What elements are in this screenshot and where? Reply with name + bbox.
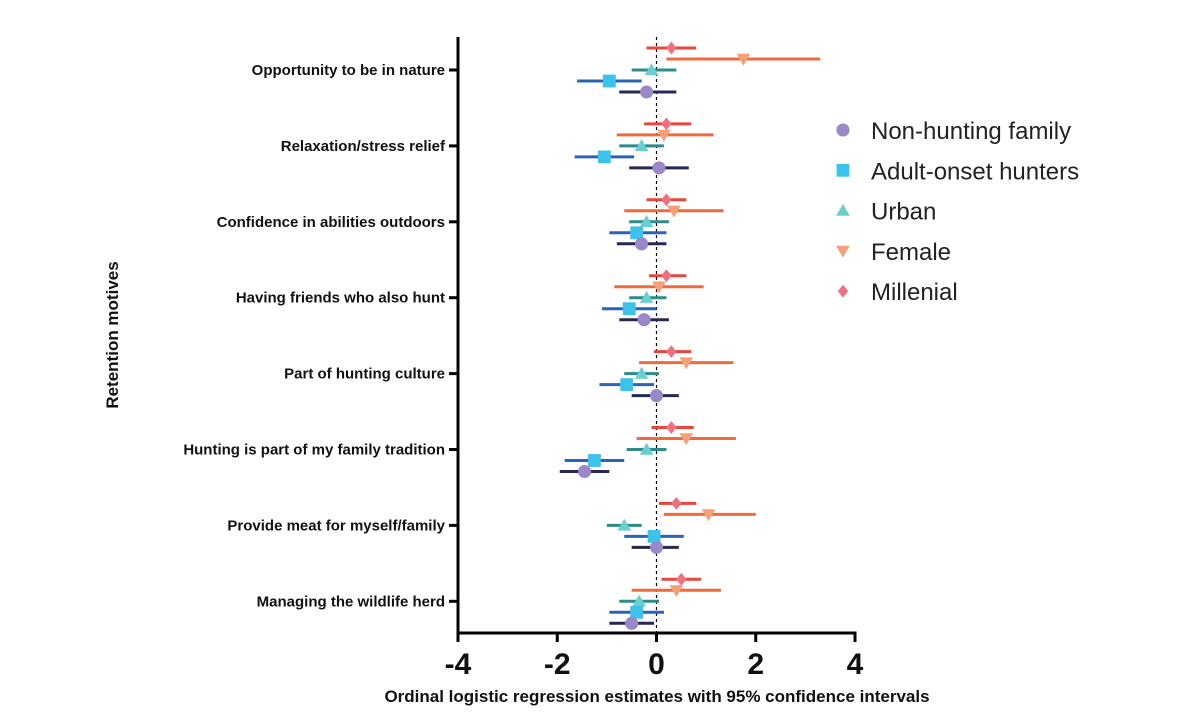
square-marker xyxy=(647,530,661,543)
y-axis-title: Retention motives xyxy=(103,261,122,408)
triangle-up-marker xyxy=(836,203,850,216)
circle-marker xyxy=(625,616,639,630)
diamond-marker xyxy=(661,269,672,283)
square-marker xyxy=(630,226,644,240)
x-axis: -4 -2 0 2 4 xyxy=(445,631,864,681)
diamond-marker xyxy=(661,193,672,207)
triangle-down-marker xyxy=(667,205,681,218)
triangle-up-marker xyxy=(632,594,646,607)
series-non-hunting-family xyxy=(559,85,689,630)
triangle-up-marker xyxy=(617,518,632,531)
category-label: Confidence in abilities outdoors xyxy=(217,214,445,231)
square-marker xyxy=(602,74,616,88)
series-female xyxy=(614,53,821,598)
category-labels: Opportunity to be in nature Relaxation/st… xyxy=(183,62,446,610)
x-axis-title: Ordinal logistic regression estimates wi… xyxy=(384,687,929,706)
triangle-down-marker xyxy=(836,245,850,258)
legend-item: Female xyxy=(836,239,951,266)
triangle-down-marker xyxy=(652,281,666,294)
diamond-marker xyxy=(661,117,672,131)
category-label: Having friends who also hunt xyxy=(236,290,445,307)
legend-item: Non-hunting family xyxy=(836,118,1071,145)
circle-marker xyxy=(836,123,850,137)
triangle-up-marker xyxy=(639,290,654,303)
square-marker xyxy=(620,378,634,391)
legend-item: Urban xyxy=(836,199,936,226)
category-label: Opportunity to be in nature xyxy=(252,62,445,79)
circle-marker xyxy=(637,313,651,327)
square-marker xyxy=(588,454,601,467)
legend-item: Millenial xyxy=(837,279,958,306)
diamond-marker xyxy=(666,41,677,55)
triangle-up-marker xyxy=(644,63,659,76)
y-axis xyxy=(449,37,460,633)
x-tick-label: 4 xyxy=(847,648,864,681)
plot-series xyxy=(559,41,821,630)
legend-label: Urban xyxy=(871,199,936,226)
circle-marker xyxy=(649,540,664,554)
diamond-marker xyxy=(666,421,677,434)
legend-label: Adult-onset hunters xyxy=(871,158,1079,185)
square-marker xyxy=(836,163,850,177)
diamond-marker xyxy=(676,572,687,586)
circle-marker xyxy=(649,389,664,403)
series-adult-onset-hunters xyxy=(564,74,684,619)
legend: Non-hunting family Adult-onset hunters Urb… xyxy=(836,118,1079,306)
legend-label: Female xyxy=(871,239,951,266)
category-label: Relaxation/stress relief xyxy=(281,138,446,155)
series-urban xyxy=(606,63,677,607)
x-tick-label: -4 xyxy=(445,648,472,681)
category-label: Managing the wildlife herd xyxy=(257,593,445,610)
diamond-marker xyxy=(666,345,677,358)
circle-marker xyxy=(652,161,666,175)
triangle-down-marker xyxy=(669,585,684,598)
diamond-marker xyxy=(837,284,849,298)
square-marker xyxy=(622,302,636,316)
triangle-up-marker xyxy=(634,366,649,379)
legend-label: Non-hunting family xyxy=(871,118,1071,145)
diamond-marker xyxy=(671,497,682,510)
square-marker xyxy=(630,605,644,619)
x-tick-label: 0 xyxy=(648,648,665,681)
category-label: Part of hunting culture xyxy=(284,366,445,383)
triangle-down-marker xyxy=(679,357,694,370)
series-millenial xyxy=(644,41,702,586)
triangle-down-marker xyxy=(701,509,716,522)
circle-marker xyxy=(635,237,649,251)
legend-item: Adult-onset hunters xyxy=(836,158,1079,185)
category-label: Hunting is part of my family tradition xyxy=(183,442,445,459)
category-label: Provide meat for myself/family xyxy=(227,517,445,534)
circle-marker xyxy=(640,85,654,99)
triangle-up-marker xyxy=(639,215,654,227)
x-tick-label: -2 xyxy=(544,648,571,681)
x-tick-label: 2 xyxy=(747,648,764,681)
triangle-up-marker xyxy=(639,442,654,455)
triangle-down-marker xyxy=(657,129,671,142)
triangle-down-marker xyxy=(736,53,751,66)
triangle-up-marker xyxy=(634,139,649,152)
legend-label: Millenial xyxy=(871,279,958,306)
circle-marker xyxy=(577,464,592,479)
square-marker xyxy=(597,150,611,164)
triangle-down-marker xyxy=(679,433,694,446)
